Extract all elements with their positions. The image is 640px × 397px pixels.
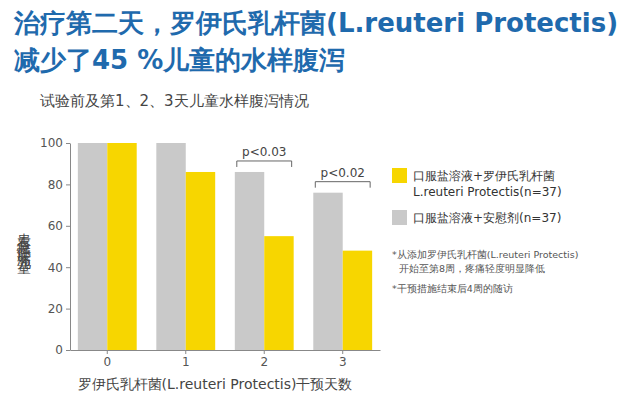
- tick-label: 100: [40, 136, 63, 150]
- y-tick: 40: [48, 261, 70, 275]
- tick-mark: [66, 309, 70, 310]
- y-tick: 0: [55, 343, 70, 357]
- tick-mark: [66, 184, 70, 185]
- annotation: p<0.03: [242, 145, 286, 159]
- y-tick: 80: [48, 178, 70, 192]
- y-axis: 0 20 40 60 80 100: [40, 136, 70, 357]
- note: *干预措施结束后4周的随访: [392, 283, 513, 294]
- legend-label: 口服盐溶液+安慰剂(n=37): [413, 211, 561, 225]
- tick-label: 1: [182, 355, 190, 369]
- axis-line: [70, 144, 71, 351]
- tick-label: 80: [48, 178, 63, 192]
- title-line: 减少了45 %儿童的水样腹泻: [14, 45, 345, 75]
- bar: [186, 172, 215, 350]
- x-tick: 0: [103, 350, 111, 369]
- y-tick: 20: [48, 302, 70, 316]
- tick-label: 2: [260, 355, 268, 369]
- legend-line: L.reuteri Protectis(n=37): [413, 185, 562, 199]
- x-tick: 2: [260, 350, 268, 369]
- tick-mark: [264, 350, 265, 354]
- tick-mark: [185, 350, 186, 354]
- legend: 口服盐溶液+罗伊氏乳杆菌L.reuteri Protectis(n=37)口服盐…: [392, 168, 562, 225]
- tick-label: 40: [48, 261, 63, 275]
- bar: [313, 193, 342, 350]
- legend-line: 口服盐溶液+罗伊氏乳杆菌: [413, 169, 555, 183]
- tick-mark: [342, 350, 343, 354]
- note: *从添加罗伊氏乳杆菌(L.reuteri Protectis) 开始至第8周，疼痛…: [392, 249, 578, 274]
- bar: [156, 143, 185, 350]
- tick-label: 0: [103, 355, 111, 369]
- y-tick: 100: [40, 136, 70, 150]
- annotation: p<0.02: [321, 166, 365, 180]
- x-tick: 3: [339, 350, 347, 369]
- axis-line: [71, 350, 381, 351]
- tick-label: 0: [55, 343, 63, 357]
- note-line: 开始至第8周，疼痛轻度明显降低: [399, 263, 545, 274]
- tick-mark: [66, 226, 70, 227]
- legend-swatch: [392, 168, 407, 183]
- x-tick: 1: [182, 350, 190, 369]
- bar: [107, 143, 136, 350]
- note-line: *干预措施结束后4周的随访: [392, 283, 513, 294]
- y-tick: 60: [48, 219, 70, 233]
- note-line: *从添加罗伊氏乳杆菌(L.reuteri Protectis): [392, 249, 578, 260]
- bars: [78, 143, 372, 350]
- x-axis: 0 1 2 3: [71, 350, 381, 369]
- tick-mark: [66, 143, 70, 144]
- tick-label: 3: [339, 355, 347, 369]
- tick-mark: [107, 350, 108, 354]
- bar: [264, 236, 293, 350]
- legend-swatch: [392, 210, 407, 225]
- x-label: 罗伊氏乳杆菌(L.reuteri Protectis)干预天数: [78, 376, 353, 392]
- legend-label: 口服盐溶液+罗伊氏乳杆菌 L.reuteri Protectis(n=37): [413, 169, 562, 199]
- bracket: [237, 161, 292, 167]
- bar: [343, 251, 372, 350]
- title: 治疗第二天，罗伊氏乳杆菌(L.reuteri Protectis) 减少了45 %…: [13, 8, 618, 75]
- bracket: [315, 182, 370, 188]
- chart: 治疗第二天，罗伊氏乳杆菌(L.reuteri Protectis) 减少了45 %…: [0, 0, 640, 397]
- tick-mark: [66, 267, 70, 268]
- bar: [235, 172, 264, 350]
- tick-label: 60: [48, 219, 63, 233]
- background: [0, 0, 640, 397]
- title-line: 治疗第二天，罗伊氏乳杆菌(L.reuteri Protectis): [13, 8, 618, 38]
- subtitle: 试验前及第1、2、3天儿童水样腹泻情况: [40, 92, 309, 110]
- tick-label: 20: [48, 302, 63, 316]
- bar: [78, 143, 107, 350]
- legend-line: 口服盐溶液+安慰剂(n=37): [413, 211, 561, 225]
- tick-mark: [66, 350, 70, 351]
- y-label: 患有急性腹泻儿童%: [16, 221, 32, 275]
